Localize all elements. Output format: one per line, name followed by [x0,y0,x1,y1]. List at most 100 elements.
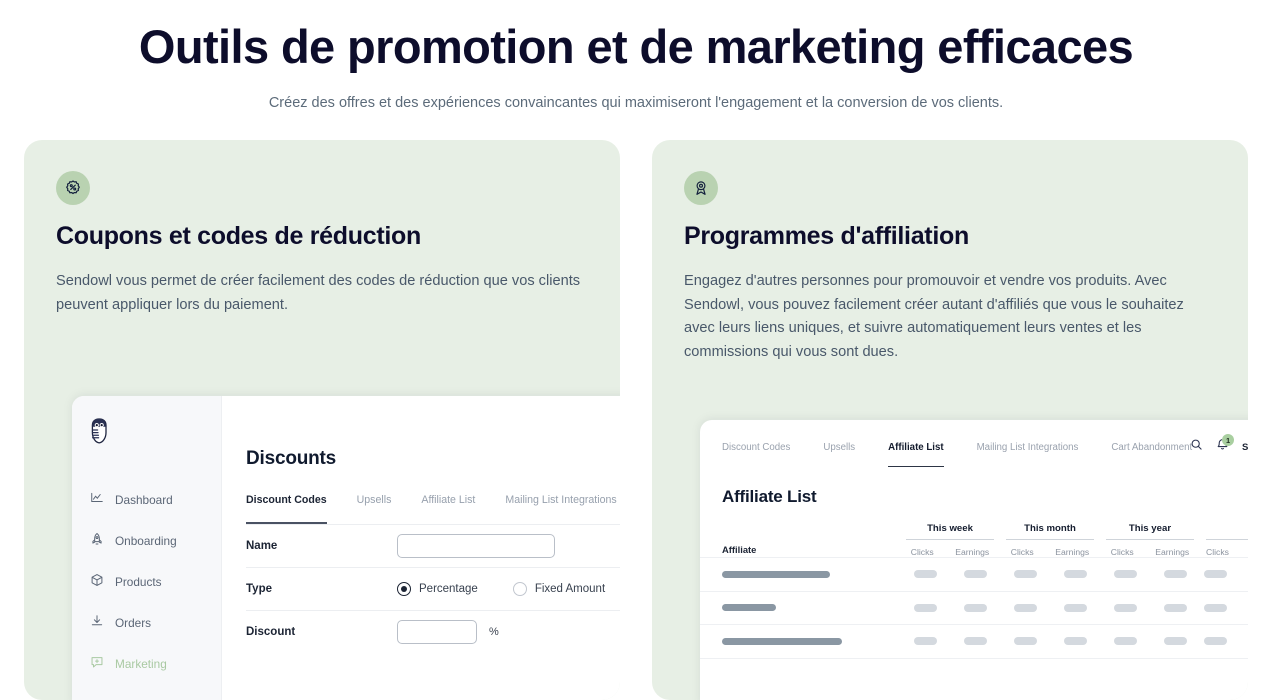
sidebar-item-orders[interactable]: Orders [72,602,221,643]
tab-affiliate-list[interactable]: Affiliate List [888,442,944,467]
metric-placeholder [1063,637,1087,646]
table-row[interactable] [700,557,1248,591]
page-title: Outils de promotion et de marketing effi… [138,20,1134,73]
app-sidebar: Dashboard Onboarding [72,396,222,700]
tab-upsells[interactable]: Upsells [823,442,856,453]
form-row-type: Type Percentage Fixed Amount [246,567,620,610]
bell-badge-count: 1 [1222,434,1235,446]
metric-placeholder [1013,637,1037,646]
download-icon [90,614,104,631]
affiliate-name-placeholder [722,637,842,645]
column-group-truncated: Clicks [1200,534,1248,557]
tab-affiliate-list[interactable]: Affiliate List [421,494,476,506]
cell-group [1000,603,1100,612]
metric-placeholder [1163,603,1187,612]
cell-group [1100,637,1200,646]
card-affiliate-programs: Programmes d'affiliation Engagez d'autre… [652,140,1248,700]
radio-percentage[interactable]: Percentage [397,582,478,596]
page-subtitle: Créez des offres et des expériences conv… [268,94,1004,111]
metric-placeholder [1204,603,1227,612]
card-body: Engagez d'autres personnes pour promouvo… [684,273,1184,360]
rocket-icon [90,532,104,549]
column-group-this-month: This month Clicks Earnings [1000,523,1100,557]
user-name[interactable]: Shu [1242,441,1248,453]
name-input[interactable] [397,534,555,558]
metric-placeholder [1013,603,1037,612]
sidebar-item-marketing[interactable]: Marketing [72,643,221,684]
discount-unit: % [489,626,499,638]
affiliate-table: Affiliate This week Clicks Earnings This… [700,523,1248,668]
column-group-title: This month [1024,523,1076,534]
radio-label: Percentage [419,583,478,595]
metric-placeholder [913,603,937,612]
metric-placeholder [1063,603,1087,612]
affiliate-name-placeholder [722,604,776,612]
sidebar-item-onboarding[interactable]: Onboarding [72,520,221,561]
metric-placeholder [963,570,987,579]
tab-upsells[interactable]: Upsells [356,494,392,506]
table-row[interactable] [700,624,1248,658]
metric-placeholder [1113,637,1137,646]
app-tabs: Discount Codes Upsells Affiliate List Ma… [722,442,1192,467]
metric-placeholder [1063,570,1087,579]
cell-group [900,603,1000,612]
discount-percent-badge-icon [56,171,90,205]
divider [906,539,994,540]
column-group-title: This week [927,523,973,534]
column-header-affiliate: Affiliate [722,544,757,555]
card-coupons: Coupons et codes de réduction Sendowl vo… [24,140,620,700]
radio-dot [512,582,527,596]
column-header-earnings: Earnings [1055,547,1090,557]
metric-placeholder [1163,637,1187,646]
box-icon [90,573,104,590]
feature-cards-row: Coupons et codes de réduction Sendowl vo… [0,140,1272,700]
radio-fixed-amount[interactable]: Fixed Amount [512,582,605,596]
app-main: Discounts Discount Codes Upsells Affilia… [222,396,620,700]
column-header-clicks: Clicks [1206,547,1229,557]
sidebar-item-products[interactable]: Products [72,561,221,602]
sidebar-item-label: Onboarding [115,533,177,548]
notification-bell-icon[interactable]: 1 [1216,434,1235,456]
app-topbar: Discount Codes Upsells Affiliate List Ma… [700,420,1248,467]
divider [1106,539,1194,540]
app-tabs: Discount Codes Upsells Affiliate List Ma… [246,494,620,524]
sidebar-item-label: Products [115,574,162,589]
type-radio-group: Percentage Fixed Amount [397,582,605,596]
card-title: Programmes d'affiliation [684,222,969,250]
sidebar-item-label: Orders [115,615,152,630]
divider [1006,539,1094,540]
page-heading: Affiliate List [722,487,817,506]
cell-group [1100,570,1200,579]
app-preview-affiliate-list: Discount Codes Upsells Affiliate List Ma… [700,420,1248,700]
cell-group [1200,603,1248,612]
tab-mailing-list-integrations[interactable]: Mailing List Integrations [505,494,617,506]
tab-mailing-list-integrations[interactable]: Mailing List Integrations [976,442,1079,453]
megaphone-icon [90,655,104,672]
divider [1206,539,1248,540]
card-title: Coupons et codes de réduction [56,222,421,250]
table-row[interactable] [700,590,1248,625]
metric-placeholder [1204,637,1227,646]
cell-group [1200,570,1248,579]
tab-cart-abandonment[interactable]: Cart Abandonment [1111,442,1193,453]
column-header-clicks: Clicks [1010,547,1034,557]
sidebar-item-dashboard[interactable]: Dashboard [72,479,221,520]
award-ribbon-icon [684,171,718,205]
radio-dot-selected [397,582,411,596]
tab-discount-codes[interactable]: Discount Codes [722,442,791,453]
metric-placeholder [963,603,987,612]
cell-group [900,570,1000,579]
discount-input[interactable] [397,620,477,644]
metric-placeholder [1113,603,1137,612]
search-icon[interactable] [1190,438,1203,456]
metric-placeholder [1113,570,1137,579]
form-row-name: Name [246,524,620,567]
chart-icon [90,491,104,508]
table-row-partial [700,657,1248,668]
affiliate-name-placeholder [722,570,830,578]
tab-discount-codes[interactable]: Discount Codes [246,494,327,524]
metric-placeholder [913,570,937,579]
app-preview-discounts: Dashboard Onboarding [72,396,620,700]
table-header: Affiliate This week Clicks Earnings This… [700,523,1248,557]
column-group-title: This year [1128,523,1172,534]
